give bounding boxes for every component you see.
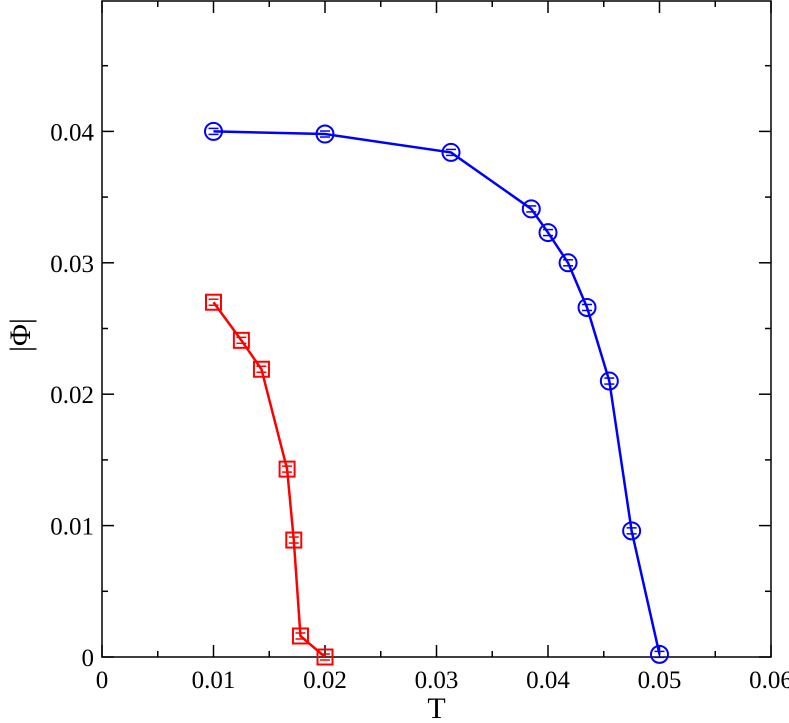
series-line [213,130,661,655]
data-point [521,199,541,219]
series-0 [204,121,669,664]
data-point [278,460,296,478]
data-point [441,142,461,162]
data-point [205,293,222,311]
y-tick-label: 0.01 [50,514,94,541]
x-tick-label: 0.04 [526,667,570,694]
x-tick-label: 0.06 [749,667,789,694]
x-tick-label: 0.02 [303,667,347,694]
y-axis-title: |Φ| [4,318,37,352]
series-layer [204,121,669,666]
data-point [285,531,303,549]
series-line [212,301,326,658]
data-point [252,360,270,378]
data-point [650,644,669,664]
data-point [291,627,309,645]
series-1 [205,293,334,666]
y-tick-label: 0.04 [50,119,94,146]
y-tick-label: 0.03 [50,251,94,278]
x-tick-label: 0.03 [415,667,459,694]
data-point [622,521,642,541]
x-tick-label: 0.01 [192,667,236,694]
y-axis: 0 0.01 0.02 0.03 0.04 [50,64,771,672]
data-point [577,297,597,317]
x-tick-label: 0 [96,667,109,694]
x-tick-label: 0.05 [638,667,682,694]
plot-frame [101,0,772,658]
data-point [538,223,558,243]
y-tick-label: 0.02 [50,382,94,409]
x-axis: 0 0.01 0.02 0.03 0.04 0.05 0.06 [96,1,789,694]
data-point [204,121,223,141]
data-point [558,253,578,273]
data-point [316,648,334,666]
data-point [315,124,335,144]
y-tick-label: 0 [82,645,95,672]
data-point [599,371,619,391]
data-point [232,331,250,349]
x-axis-title: T [427,692,445,723]
